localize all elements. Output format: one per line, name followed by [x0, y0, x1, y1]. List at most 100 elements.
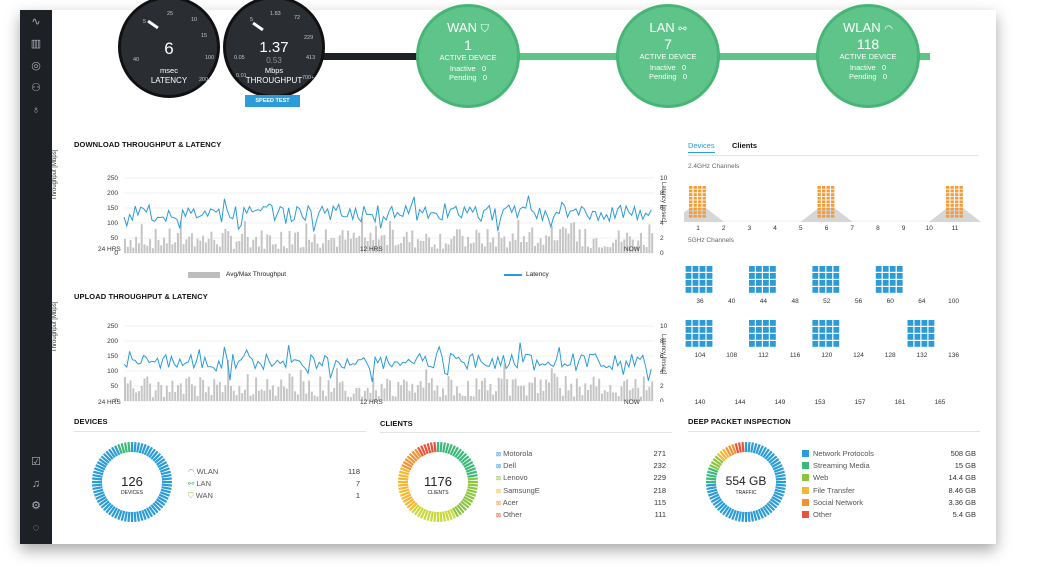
clients-row-label: SamsungE — [503, 485, 540, 495]
channel-label: 10 — [926, 225, 934, 232]
clients-row-label: Lenovo — [503, 473, 528, 483]
donut-segment — [417, 446, 424, 457]
donut-segment — [773, 467, 784, 473]
throughput-bar — [606, 246, 609, 253]
chat-icon[interactable]: ◌ — [32, 522, 40, 534]
device-dot — [826, 280, 833, 286]
dpi-donut[interactable] — [704, 440, 788, 524]
donut-segment — [706, 477, 717, 481]
tab-devices[interactable]: Devices — [688, 141, 715, 153]
device-dot — [689, 207, 693, 211]
lan-status[interactable]: LAN ⚯ 7 ACTIVE DEVICE Inactive 0 Pending… — [616, 4, 720, 108]
device-dot — [812, 320, 819, 326]
wan-status[interactable]: WAN ⛉ 1 ACTIVE DEVICE Inactive 0 Pending… — [416, 4, 520, 108]
device-dot — [756, 334, 762, 340]
device-dot — [833, 266, 840, 272]
channel-label: 3 — [748, 225, 752, 232]
wan-inactive-label: Inactive — [449, 64, 476, 73]
throughput-bar — [241, 233, 244, 253]
throughput-bar — [160, 384, 163, 401]
legend-bars-swatch — [188, 272, 220, 278]
device-dot — [702, 204, 706, 207]
map-icon[interactable]: ▥ — [30, 38, 42, 50]
wlan-status[interactable]: WLAN ◠ 118 ACTIVE DEVICE Inactive 0 Pend… — [816, 4, 920, 108]
throughput-bar — [196, 238, 199, 253]
clients-row-label: Motorola — [503, 449, 533, 458]
device-dot — [889, 273, 896, 279]
devices-icon[interactable]: ⚇ — [31, 82, 41, 94]
throughput-bar — [587, 246, 590, 253]
throughput-bar — [274, 243, 277, 253]
dpi-row-value: 8.46 GB — [948, 485, 976, 495]
bell-icon[interactable]: ♫ — [31, 478, 41, 490]
throughput-bar — [361, 396, 364, 401]
device-dot — [822, 204, 826, 207]
throughput-bar — [168, 228, 171, 253]
device-dot — [831, 214, 835, 218]
wan-inactive-value: 0 — [481, 64, 487, 73]
clients-row-label: Acer — [502, 497, 519, 507]
latency-gauge[interactable]: 5 25 10 15 40 100 200+ 6 msec LATENCY — [118, 0, 220, 98]
device-dot — [693, 186, 697, 189]
donut-segment — [158, 493, 169, 500]
throughput-bar — [503, 236, 506, 253]
throughput-bar — [514, 378, 517, 401]
devices-row-value: 1 — [355, 491, 360, 500]
throughput-bar — [171, 244, 174, 253]
donut-segment — [449, 445, 456, 456]
checklist-icon[interactable]: ☑ — [31, 456, 41, 468]
throughput-bar — [402, 379, 405, 401]
throughput-bar — [623, 381, 626, 401]
client-vendor-icon: ⊠ — [496, 513, 502, 519]
device-dot — [875, 273, 882, 279]
throughput-bar — [525, 241, 528, 253]
speed-test-button[interactable]: SPEED TEST — [245, 95, 300, 107]
device-dot — [763, 327, 769, 333]
throughput-bar — [648, 224, 651, 253]
dpi-row: Streaming Media — [802, 461, 870, 470]
device-dot — [689, 193, 693, 196]
wlan-pending-value: 0 — [882, 72, 887, 81]
throughput-bar — [243, 221, 246, 253]
lan-status-label: ACTIVE DEVICE — [639, 52, 697, 61]
device-dot — [817, 214, 821, 218]
donut-segment — [160, 470, 171, 476]
device-dot — [817, 193, 821, 196]
donut-segment — [706, 483, 717, 487]
throughput-bar — [422, 240, 425, 253]
target-icon[interactable]: ◎ — [31, 60, 41, 72]
clients-donut[interactable] — [396, 440, 480, 524]
throughput-bar — [601, 393, 603, 401]
donut-segment — [154, 500, 164, 509]
throughput-bar — [319, 376, 322, 401]
throughput-bar — [428, 382, 431, 401]
devices-donut[interactable] — [90, 440, 174, 524]
y-tick-left: 250 — [107, 323, 118, 330]
throughput-bar — [238, 385, 241, 401]
device-dot — [693, 204, 697, 207]
dpi-row-value: 14.4 GB — [948, 473, 976, 483]
bulb-icon[interactable]: ♁ — [31, 104, 41, 116]
device-dot — [702, 200, 706, 204]
device-dot — [959, 207, 963, 211]
dpi-row: Other — [802, 510, 832, 519]
throughput-value: 1.37 — [259, 39, 289, 56]
donut-segment — [716, 502, 726, 512]
donut-segment — [728, 508, 735, 519]
throughput-bar — [522, 385, 525, 401]
y-tick-right: 2 — [660, 383, 664, 390]
donut-segment — [750, 511, 755, 522]
donut-segment — [458, 452, 468, 462]
activity-icon[interactable]: ∿ — [31, 16, 41, 28]
donut-segment — [148, 505, 156, 516]
throughput-bar — [171, 380, 174, 401]
tab-clients[interactable]: Clients — [732, 141, 758, 150]
throughput-bar — [255, 377, 258, 401]
throughput-bar — [149, 383, 152, 401]
throughput-gauge[interactable]: 5 1.83 72 229 0.05 413 0.01 700+ 1.37 0.… — [223, 0, 325, 98]
y-tick-right: 0 — [660, 250, 664, 257]
settings-icon[interactable]: ⚙ — [31, 500, 41, 512]
